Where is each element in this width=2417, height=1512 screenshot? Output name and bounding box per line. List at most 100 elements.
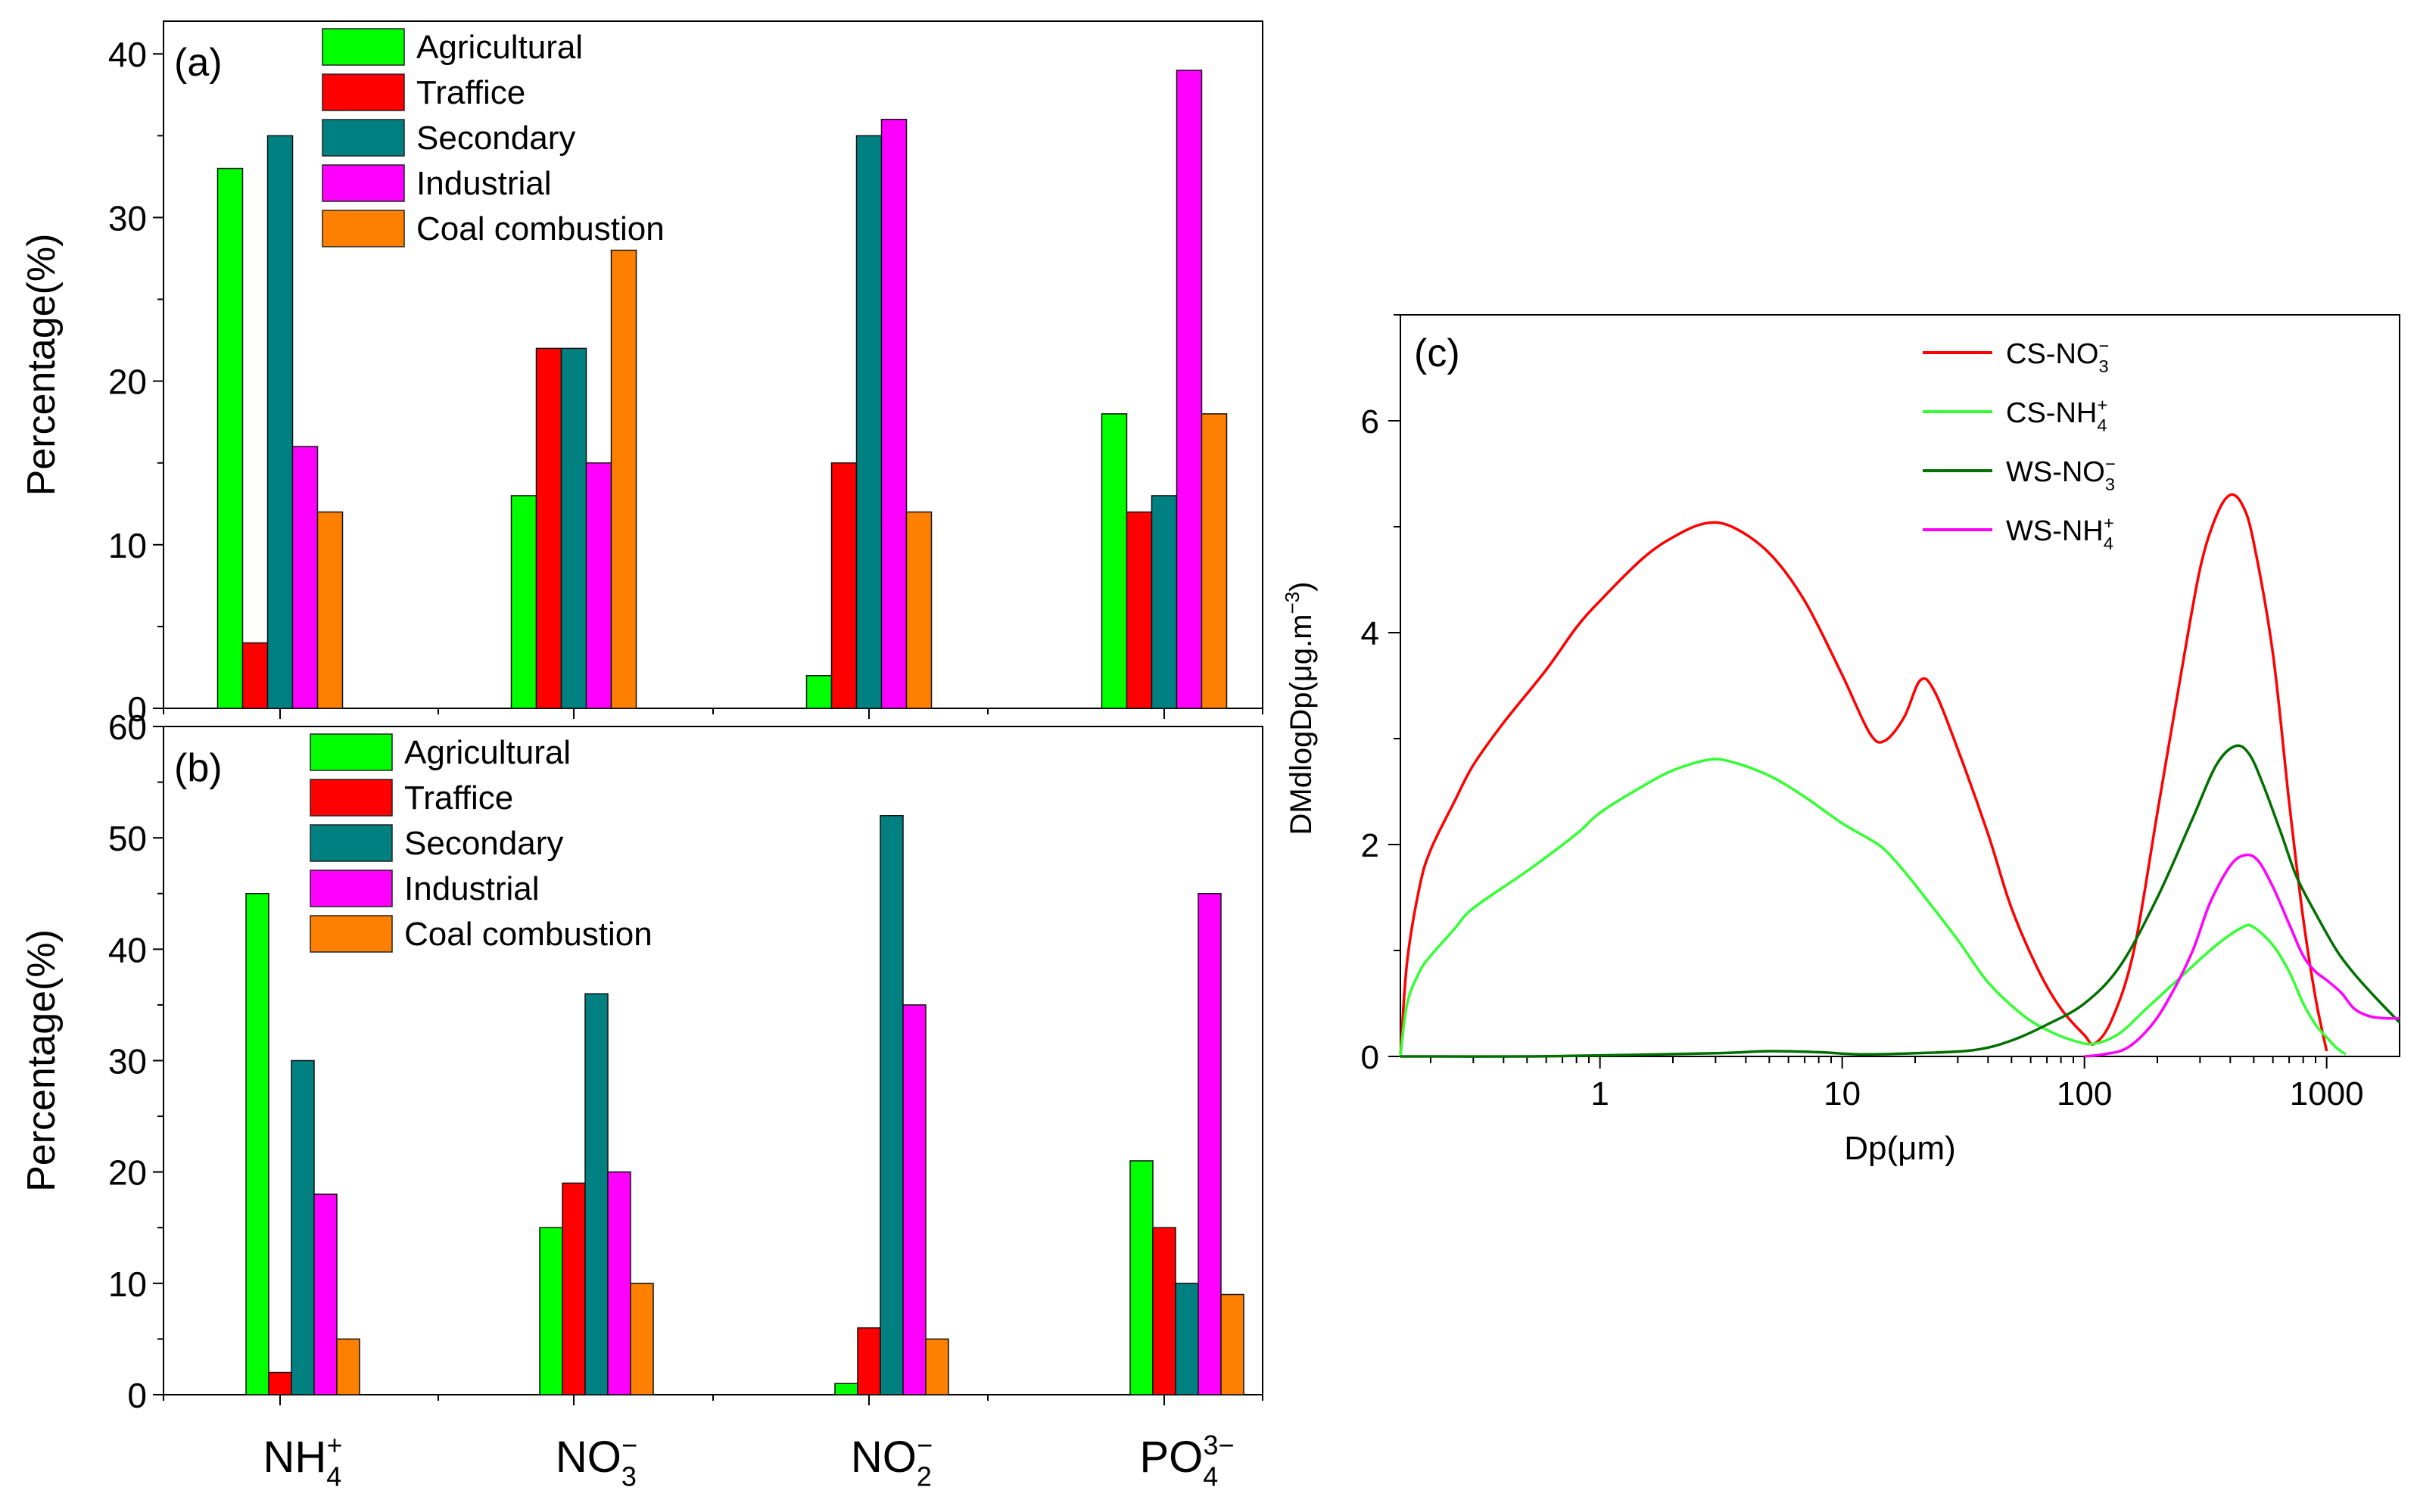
legend-label-2: WS-NO3−: [2006, 454, 2116, 494]
x-tick-label: 10: [1824, 1075, 1861, 1112]
panel-a: 0 10 20 30 40 Percentage(%) Agricultural Traffi…: [20, 20, 1263, 729]
y-tick-label: 6: [1361, 403, 1379, 440]
bar-coal-combustion-3: [1201, 413, 1228, 709]
category-label-2-base: NO: [851, 1433, 917, 1482]
series-line-1: [1399, 758, 2347, 1057]
legend-swatch: [322, 164, 405, 202]
legend-label: Traffice: [416, 74, 525, 111]
legend-label: Agricultural: [404, 734, 571, 771]
legend-label-1-base: CS-NH: [2006, 397, 2097, 429]
bar-traffice-0: [241, 642, 269, 709]
legend-swatch: [322, 73, 405, 111]
panel-label: (b): [174, 746, 223, 790]
y-axis-label: Percentage(%): [20, 234, 64, 496]
category-label-2-sup: −: [917, 1430, 933, 1461]
panel-label: (c): [1414, 331, 1460, 375]
legend-label-3-sub: 4: [2104, 534, 2113, 553]
legend-label-0-sup: −: [2099, 336, 2110, 356]
legend-swatch: [310, 733, 393, 771]
category-label-3: PO43−: [1139, 1430, 1234, 1492]
legend-label: Secondary: [404, 825, 563, 862]
x-tick-label: 1: [1590, 1075, 1609, 1112]
series-line-3: [2084, 853, 2400, 1058]
legend-label-2-sub: 3: [2105, 474, 2115, 494]
legend-swatch: [322, 210, 405, 247]
y-axis-label-main: DMdlogDp(μg.m: [1285, 614, 1318, 835]
legend-label-3: WS-NH4+: [2006, 513, 2114, 553]
category-label-0-sup: +: [327, 1430, 343, 1461]
y-tick-label: 40: [108, 35, 147, 74]
category-label-1-sub: 3: [621, 1461, 637, 1492]
legend-swatch: [322, 28, 405, 66]
y-tick-label: 10: [108, 526, 147, 565]
bar-traffice-0: [268, 1371, 292, 1395]
bar-agricultural-2: [834, 1383, 858, 1395]
bar-industrial-2: [902, 1004, 927, 1395]
category-label-1-base: NO: [556, 1433, 621, 1482]
category-label-1: NO3−: [556, 1430, 637, 1492]
legend-label-3-base: WS-NH: [2006, 515, 2104, 547]
y-tick-label: 0: [127, 1376, 147, 1415]
bar-secondary-0: [266, 135, 294, 709]
legend-swatch: [322, 119, 405, 157]
legend-label-0-sub: 3: [2098, 356, 2108, 376]
legend-label-1-sup: +: [2098, 395, 2108, 415]
category-label-3-sup: 3−: [1204, 1430, 1235, 1461]
bar-coal-combustion-2: [925, 1338, 949, 1395]
category-label-2: NO2−: [851, 1430, 933, 1492]
legend-label-3-sup: +: [2104, 513, 2114, 533]
bar-industrial-3: [1176, 70, 1203, 709]
x-tick-label: 100: [2057, 1075, 2112, 1112]
bar-traffice-2: [857, 1327, 881, 1395]
legend-label: Industrial: [416, 165, 552, 202]
y-axis-label-sup: −3: [1281, 592, 1303, 614]
y-tick-label: 0: [1361, 1039, 1379, 1076]
legend-label-0: CS-NO3−: [2006, 336, 2109, 376]
legend-swatch: [310, 870, 393, 907]
y-tick-label: 20: [108, 1153, 147, 1193]
y-tick-label: 2: [1361, 827, 1379, 864]
legend-label: Industrial: [404, 870, 540, 907]
legend-label-2-sup: −: [2105, 454, 2116, 474]
y-axis-label-end: ): [1285, 582, 1318, 592]
legend-label-1-sub: 4: [2097, 415, 2107, 435]
bar-industrial-1: [585, 462, 612, 709]
bar-secondary-1: [584, 993, 609, 1395]
series-line-2: [1400, 744, 2401, 1058]
bar-coal-combustion-1: [610, 249, 637, 709]
bar-industrial-0: [291, 446, 319, 709]
category-label-1-sup: −: [621, 1430, 637, 1461]
y-axis-label: DMdlogDp(μg.m−3): [1281, 582, 1318, 835]
y-tick-label: 10: [108, 1265, 147, 1304]
bar-coal-combustion-3: [1220, 1293, 1244, 1395]
legend-swatch: [310, 779, 393, 817]
bar-coal-combustion-1: [630, 1283, 654, 1395]
legend-swatch: [310, 824, 393, 862]
legend-label: Traffice: [404, 779, 513, 817]
bar-traffice-3: [1126, 511, 1153, 709]
bar-industrial-3: [1198, 893, 1222, 1395]
bar-agricultural-0: [216, 167, 244, 709]
y-tick-label: 4: [1361, 615, 1379, 652]
x-tick-label: 1000: [2290, 1075, 2364, 1112]
series-line-0: [1399, 493, 2328, 1057]
bar-industrial-2: [880, 118, 908, 709]
category-label-0: NH4+: [263, 1430, 342, 1492]
category-label-3-base: PO: [1139, 1433, 1203, 1482]
bar-industrial-0: [313, 1193, 338, 1395]
bar-secondary-2: [880, 814, 904, 1395]
y-tick-label: 30: [108, 1042, 147, 1081]
y-tick-label: 20: [108, 362, 147, 402]
legend-label-2-base: WS-NO: [2006, 456, 2105, 488]
bar-secondary-3: [1175, 1283, 1199, 1395]
legend-swatch: [310, 915, 393, 953]
bar-agricultural-0: [245, 893, 269, 1395]
y-tick-label: 0: [127, 689, 147, 729]
bar-traffice-1: [535, 347, 562, 709]
bar-secondary-0: [291, 1059, 315, 1395]
bar-coal-combustion-0: [336, 1338, 360, 1395]
bar-industrial-1: [607, 1171, 631, 1395]
legend-label: Agricultural: [416, 29, 583, 66]
bar-agricultural-1: [539, 1227, 563, 1395]
